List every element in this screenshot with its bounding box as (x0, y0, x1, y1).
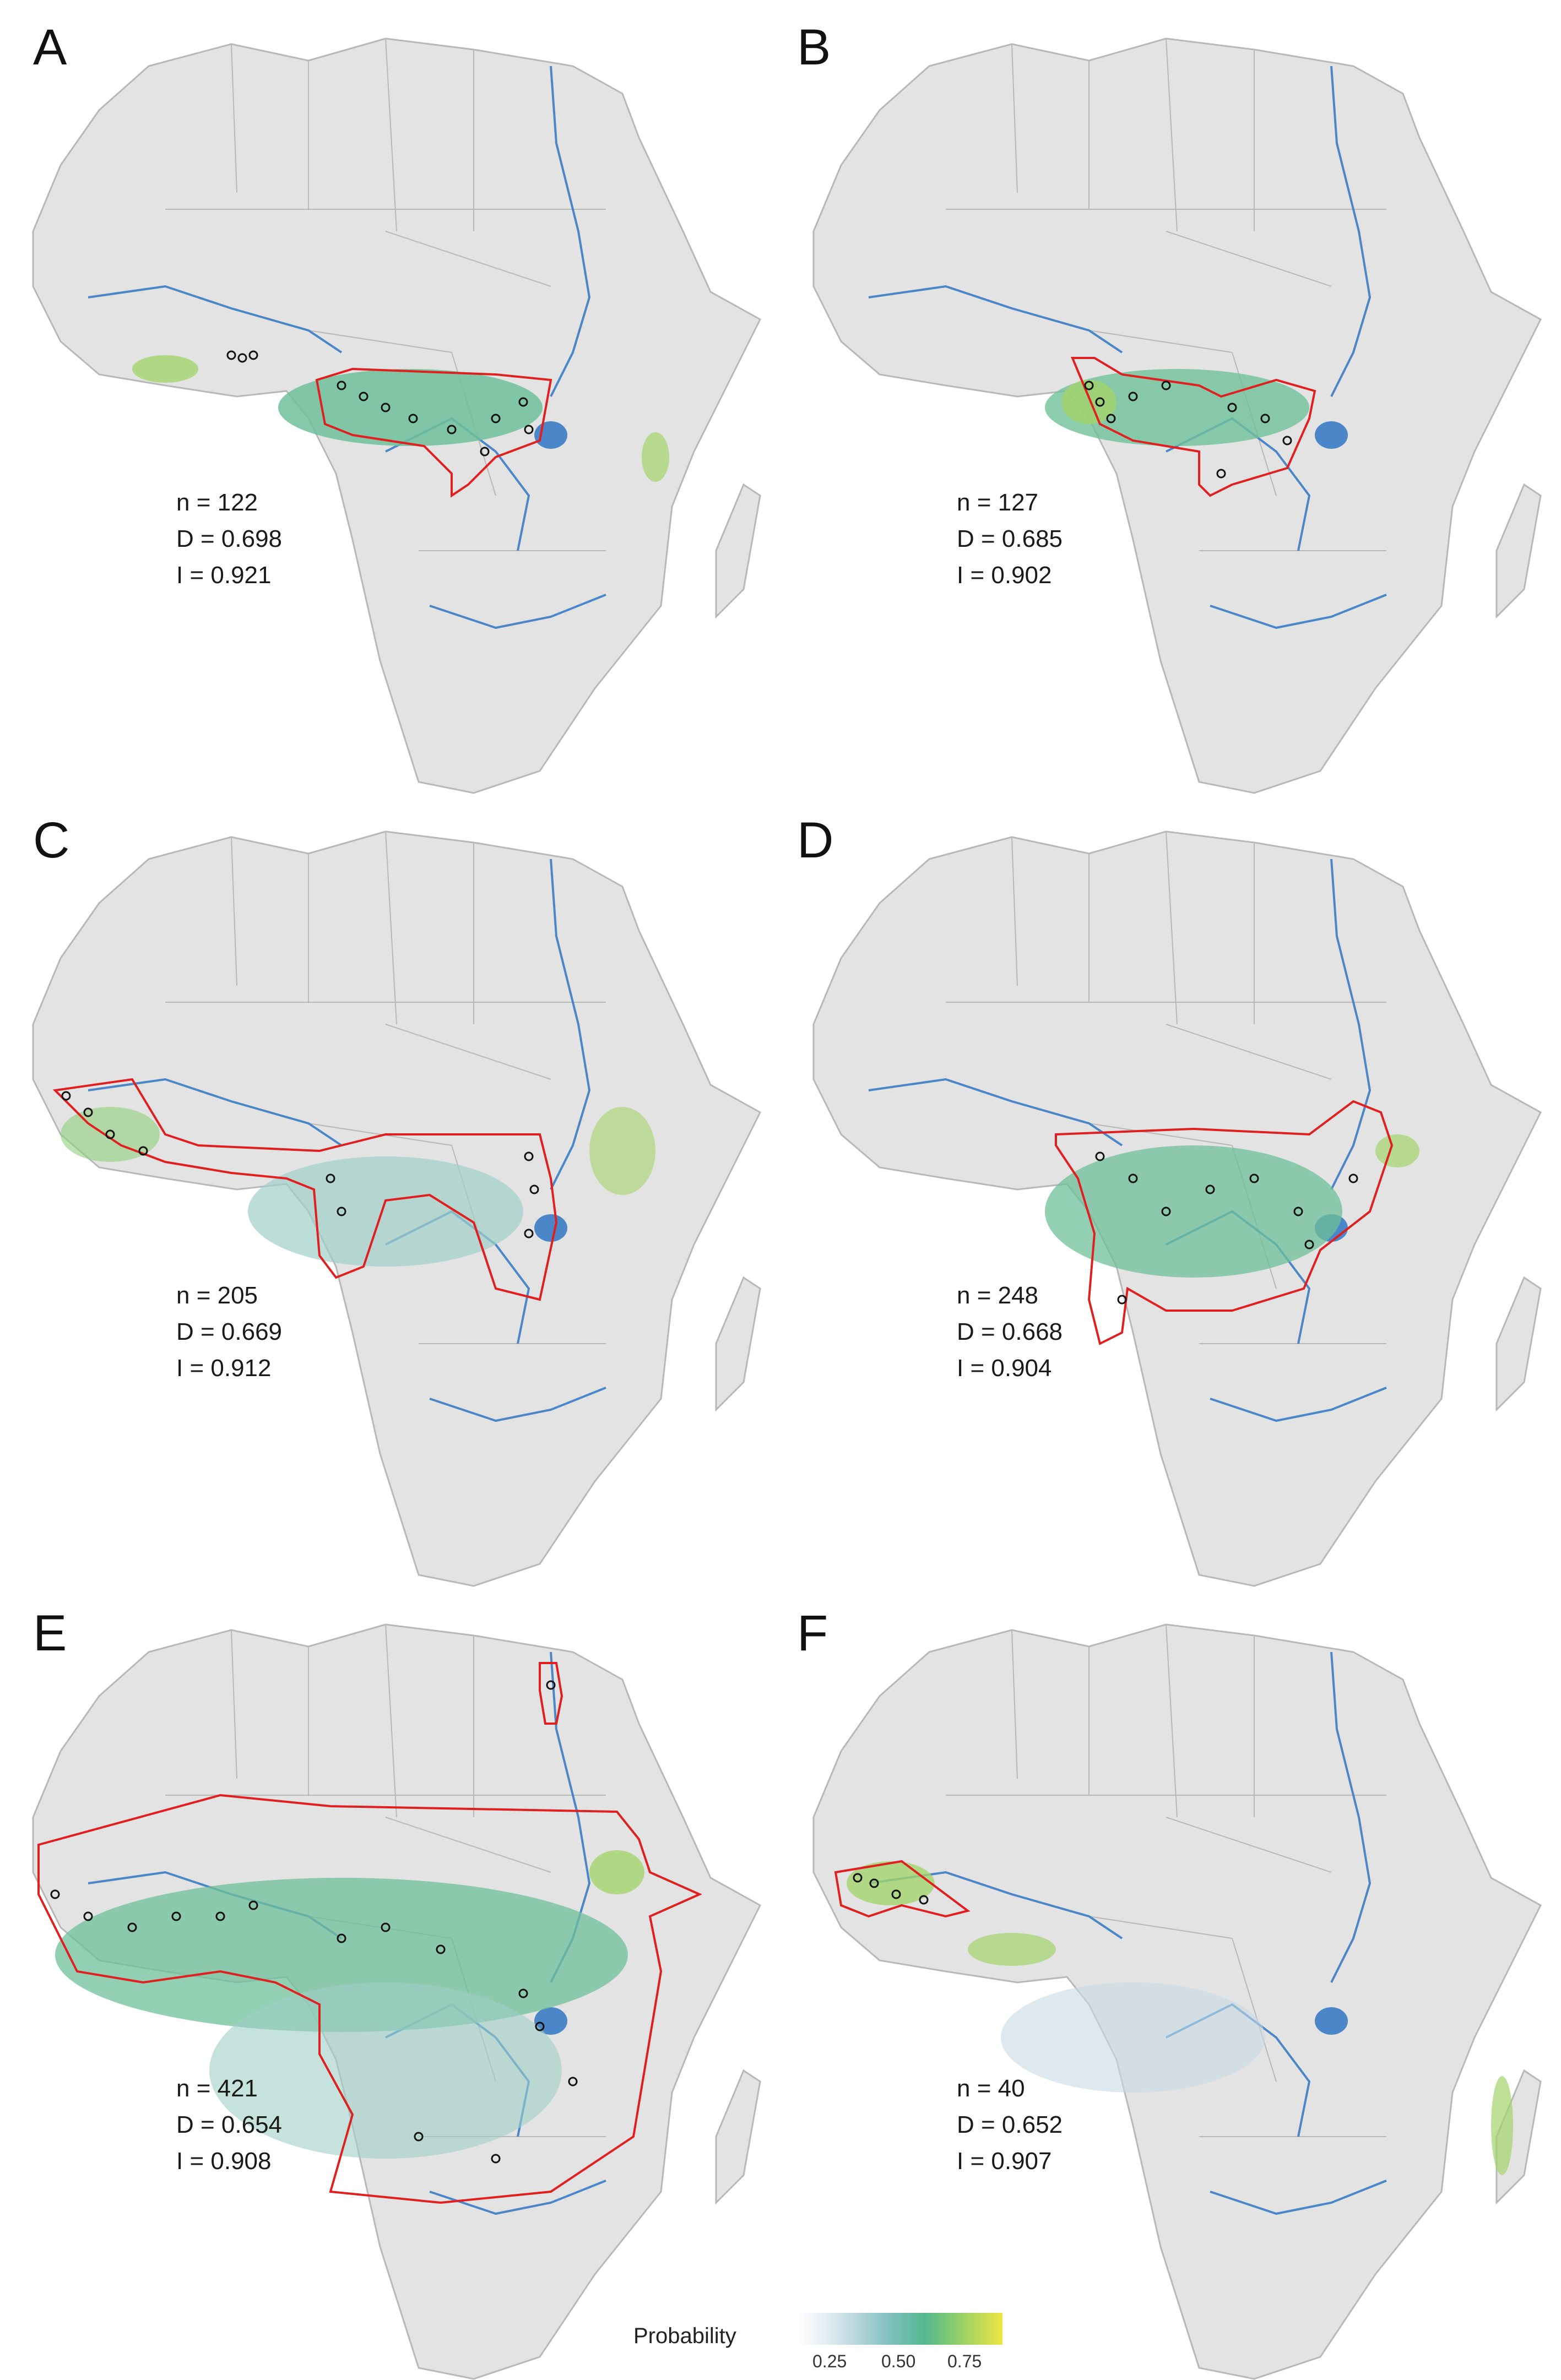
panel-b: B n = 127 D = 0.685 I = 0.902 (780, 0, 1561, 794)
legend-title: Probability (633, 2324, 736, 2348)
stat-n: n = 421 (176, 2075, 258, 2102)
map-d (812, 830, 1542, 1587)
range-outline (37, 1794, 702, 2204)
suitability-layer (847, 1861, 1513, 2175)
map-a (32, 37, 761, 794)
stats-block: n = 248 D = 0.668 I = 0.904 (957, 1278, 1063, 1387)
stat-i: I = 0.904 (957, 1355, 1052, 1382)
occurrence-points (1084, 381, 1292, 479)
suitability-layer (1045, 369, 1309, 446)
range-outline (315, 367, 552, 498)
range-outline (52, 1078, 558, 1301)
stat-n: n = 122 (176, 489, 258, 516)
stat-d: D = 0.685 (957, 525, 1063, 552)
stats-block: n = 205 D = 0.669 I = 0.912 (176, 1278, 282, 1387)
stat-n: n = 248 (957, 1282, 1039, 1309)
legend-tick: 0.50 (881, 2351, 916, 2371)
occurrence-points (226, 350, 534, 457)
occurrence-points (61, 1091, 539, 1238)
panel-d: D n = 248 D = 0.668 I = 0.904 (780, 793, 1561, 1587)
range-outline (1055, 1100, 1394, 1345)
stat-i: I = 0.921 (176, 562, 272, 589)
panel-e: E n = 421 D = 0.654 I = 0.908 (0, 1586, 780, 2380)
stats-block: n = 122 D = 0.698 I = 0.921 (176, 485, 282, 594)
stat-d: D = 0.668 (957, 1318, 1063, 1345)
stat-d: D = 0.698 (176, 525, 283, 552)
occurrence-points (50, 1680, 578, 2164)
stat-d: D = 0.654 (176, 2111, 283, 2138)
stat-i: I = 0.907 (957, 2148, 1052, 2175)
map-e (32, 1623, 761, 2380)
legend-tick: 0.75 (947, 2351, 982, 2371)
stat-i: I = 0.912 (176, 1355, 272, 1382)
occurrence-points (1095, 1151, 1358, 1305)
panel-label: B (797, 19, 831, 75)
stat-i: I = 0.902 (957, 562, 1052, 589)
range-outline (834, 1860, 971, 1918)
stat-d: D = 0.652 (957, 2111, 1063, 2138)
stat-d: D = 0.669 (176, 1318, 283, 1345)
panel-label: E (33, 1605, 67, 1661)
panel-label: A (33, 19, 67, 75)
panel-c: C n = 205 D = 0.669 I = 0.912 (0, 793, 780, 1587)
panel-label: D (797, 812, 834, 868)
range-outline (1071, 357, 1316, 497)
panel-label: F (797, 1605, 828, 1661)
stats-block: n = 127 D = 0.685 I = 0.902 (957, 485, 1063, 594)
map-f (812, 1623, 1542, 2380)
suitability-layer (1045, 1134, 1419, 1278)
panel-label: C (33, 812, 70, 868)
occurrence-points (853, 1873, 929, 1905)
range-outline-north (539, 1662, 563, 1725)
legend-colorbar (799, 2313, 1002, 2345)
map-b (812, 37, 1542, 794)
stat-n: n = 40 (957, 2075, 1025, 2102)
stat-n: n = 205 (176, 1282, 258, 1309)
stat-i: I = 0.908 (176, 2148, 272, 2175)
map-c (32, 830, 761, 1587)
panel-a: A n = 122 D = 0.698 I = 0.921 (0, 0, 780, 794)
suitability-layer (55, 1850, 644, 2159)
stats-block: n = 421 D = 0.654 I = 0.908 (176, 2071, 282, 2180)
panel-f: F n = 40 D = 0.652 I = 0.907 (780, 1586, 1561, 2380)
legend-tick: 0.25 (812, 2351, 847, 2371)
stats-block: n = 40 D = 0.652 I = 0.907 (957, 2071, 1063, 2180)
stat-n: n = 127 (957, 489, 1039, 516)
probability-legend: Probability 0.25 0.50 0.75 (622, 2296, 1008, 2379)
